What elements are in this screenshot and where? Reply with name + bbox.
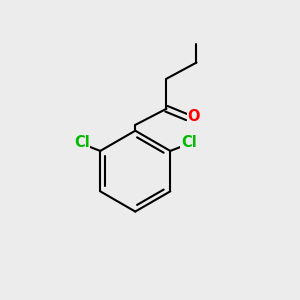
Text: O: O xyxy=(188,109,200,124)
Text: Cl: Cl xyxy=(74,135,90,150)
Text: Cl: Cl xyxy=(181,135,197,150)
